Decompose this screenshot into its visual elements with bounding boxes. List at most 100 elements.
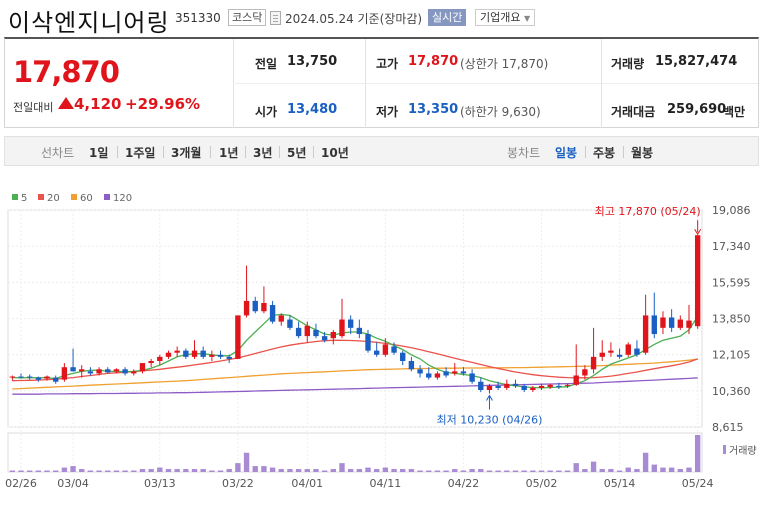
volume-bar [616, 470, 623, 472]
volume-bar [538, 470, 545, 472]
volume-bar [478, 469, 484, 472]
up-arrow-icon [58, 97, 74, 109]
candle-body [573, 375, 579, 385]
y-tick-label: 12,105 [712, 349, 751, 362]
high-value: 17,870 [408, 54, 459, 69]
volume-bar [313, 469, 319, 472]
candle-body [35, 377, 42, 380]
volume-bar [226, 469, 232, 472]
volume-bar [347, 469, 354, 472]
volume-bar [486, 470, 493, 472]
x-tick-label: 03/13 [144, 477, 176, 490]
candle-body [486, 385, 493, 391]
change-rate: +29.96% [125, 95, 201, 113]
candle-daily[interactable]: 일봉 [555, 146, 578, 160]
realtime-button[interactable]: 실시간 [428, 9, 467, 26]
y-tick-label: 15,595 [712, 276, 751, 289]
volume-legend-swatch [723, 445, 726, 454]
candle-body [9, 376, 16, 378]
candle-body [347, 319, 354, 328]
volume-bar [608, 469, 614, 472]
candle-body [252, 300, 258, 312]
period-1w[interactable]: 1주일 [125, 146, 156, 160]
candle-body [87, 371, 94, 374]
period-1y[interactable]: 1년 [219, 146, 239, 160]
candle-body [339, 319, 345, 337]
period-10y[interactable]: 10년 [321, 146, 349, 160]
candle-body [217, 354, 224, 357]
period-3y[interactable]: 3년 [253, 146, 273, 160]
y-tick-label: 10,360 [712, 385, 751, 398]
divider [623, 146, 624, 158]
candle-body [590, 356, 597, 370]
period-1d[interactable]: 1일 [89, 146, 109, 160]
volume-bar [694, 435, 701, 472]
min-arrow-icon [486, 394, 493, 401]
volume-bar [18, 470, 24, 472]
upper-limit: (상한가 17,870) [460, 57, 549, 71]
volume-bar [460, 470, 467, 472]
company-info-dropdown[interactable]: 기업개요 ▼ [475, 9, 536, 26]
volume-bar [321, 470, 328, 472]
volume-bar [44, 470, 50, 472]
candle-body [616, 354, 623, 357]
max-arrow-icon [694, 228, 702, 236]
volume-bar [564, 470, 571, 472]
candle-body [634, 348, 640, 355]
candle-body [391, 346, 397, 353]
legend-label: 120 [113, 193, 132, 204]
candle-body [417, 369, 423, 374]
max-annotation: 최고 17,870 (05/24) [595, 205, 701, 218]
candle-body [651, 315, 657, 335]
candle-body [26, 376, 33, 378]
y-tick-label: 13,850 [712, 313, 751, 326]
candle-body [694, 235, 701, 327]
x-tick-label: 04/22 [448, 477, 480, 490]
period-3m[interactable]: 3개월 [171, 146, 202, 160]
volume-bar [61, 467, 68, 472]
volume-bar [209, 470, 215, 472]
candle-monthly[interactable]: 월봉 [631, 146, 654, 160]
period-5y[interactable]: 5년 [287, 146, 307, 160]
candle-body [209, 354, 215, 357]
ma60-line [12, 358, 698, 390]
document-icon[interactable] [270, 11, 281, 25]
volume-bar [634, 469, 640, 472]
volume-bar [686, 467, 692, 472]
candle-weekly[interactable]: 주봉 [593, 146, 616, 160]
open-value: 13,480 [287, 102, 338, 117]
amount-unit: 백만 [723, 105, 746, 119]
change-value: 4,120 [74, 95, 122, 113]
volume-bar [113, 470, 120, 472]
candle-body [148, 360, 154, 364]
chevron-down-icon: ▼ [523, 14, 531, 23]
candle-body [443, 371, 449, 376]
volume-bar [191, 469, 198, 472]
legend-swatch [71, 194, 77, 200]
volume-bar [122, 470, 128, 472]
volume-bar [261, 466, 267, 472]
candle-body [426, 373, 432, 378]
low-label: 저가 [376, 105, 399, 119]
prev-close-value: 13,750 [287, 54, 338, 69]
candle-body [677, 319, 684, 328]
x-tick-label: 03/04 [57, 477, 89, 490]
x-tick-label: 03/22 [222, 477, 254, 490]
volume-bar [512, 470, 519, 472]
volume-bar [217, 470, 224, 472]
volume-bar [295, 469, 302, 472]
candle-body [295, 327, 302, 337]
candle-body [321, 336, 328, 341]
high-label: 고가 [376, 57, 399, 71]
candle-body [564, 384, 571, 386]
volume-bar [304, 469, 310, 472]
min-annotation: 최저 10,230 (04/26) [436, 414, 542, 427]
volume-bar [547, 470, 553, 472]
volume-bar [408, 469, 415, 472]
candle-body [61, 367, 68, 380]
candle-body [521, 385, 527, 391]
legend-label: 5 [21, 193, 27, 204]
candle-body [365, 334, 371, 351]
candle-body [191, 350, 198, 357]
volume-bar [651, 464, 657, 472]
